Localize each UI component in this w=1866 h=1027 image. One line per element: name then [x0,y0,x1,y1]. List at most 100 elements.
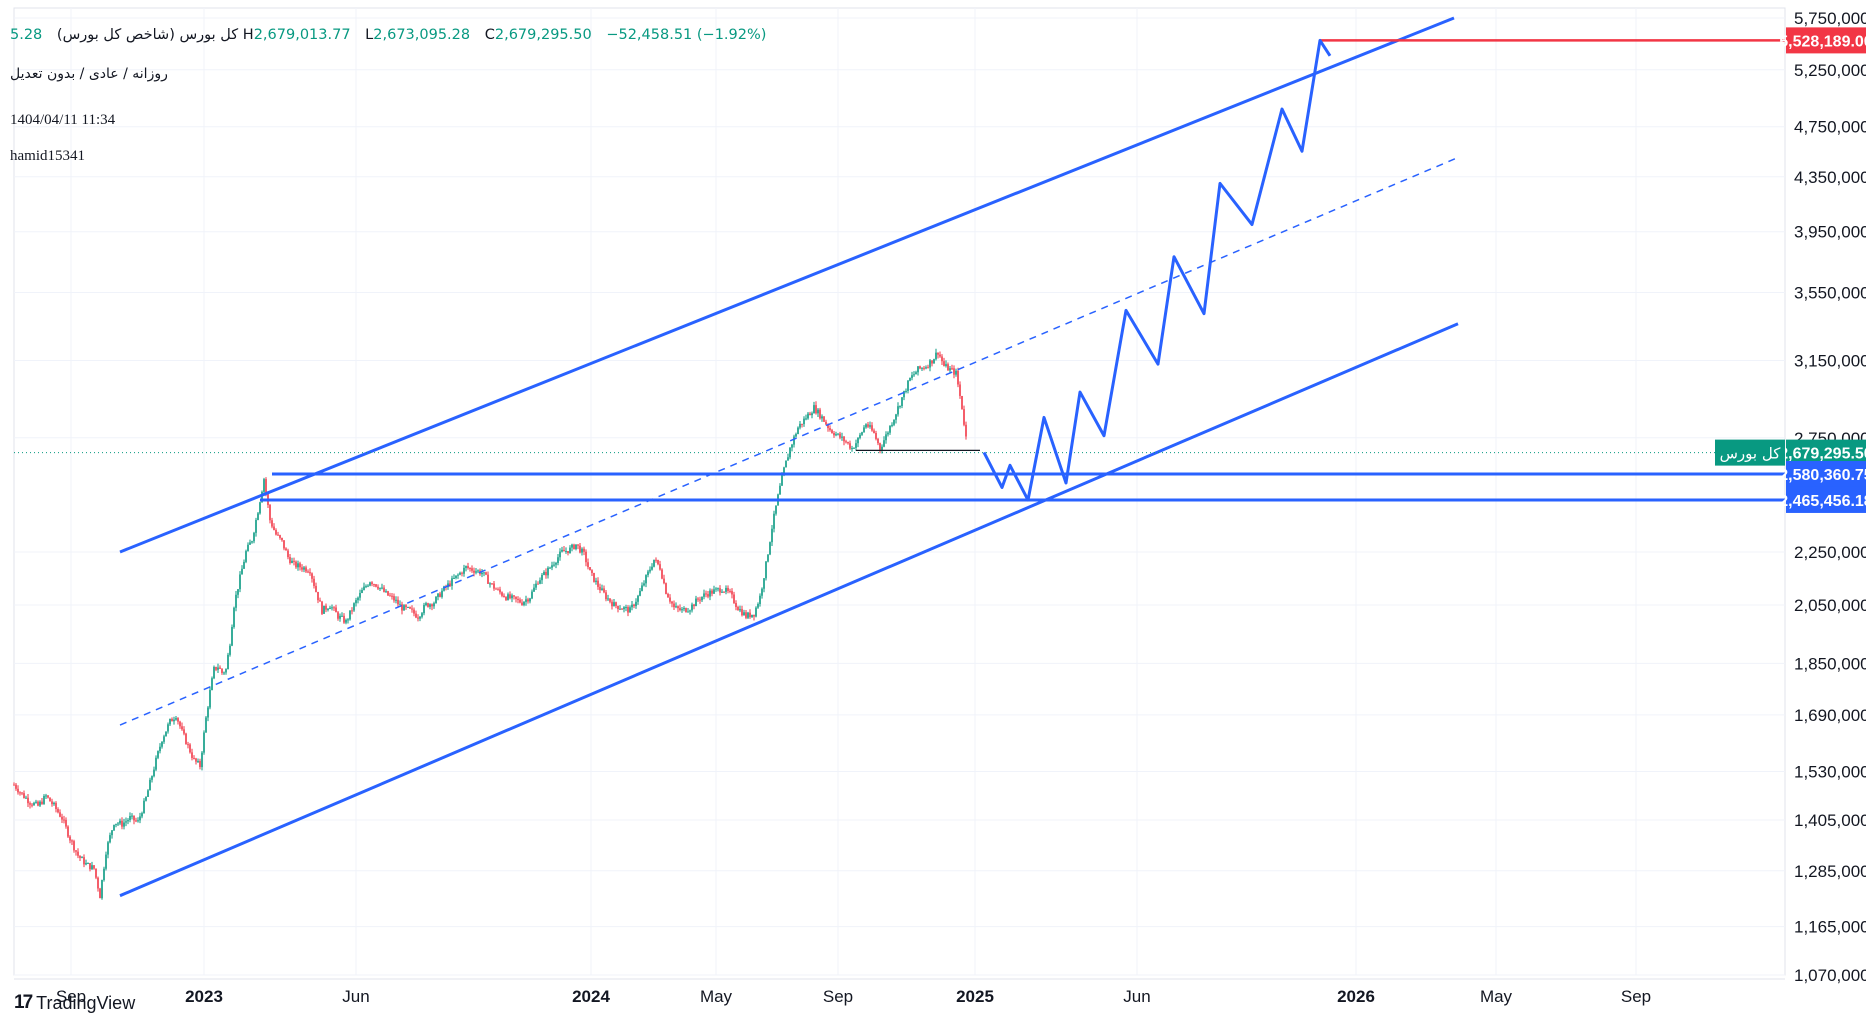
candle-body [355,600,357,604]
high-key: H [242,27,254,43]
candle-body [279,535,281,538]
candle-body [751,614,753,618]
candle-body [759,595,761,604]
candle-body [57,809,59,813]
candle-body [863,427,865,433]
candle-body [327,608,329,610]
candle-body [189,744,191,753]
candle-body [269,505,271,521]
chart-drawings[interactable] [14,16,1785,898]
candle-body [755,607,757,617]
candle-body [565,551,567,553]
candle-body [731,591,733,595]
candle-body [887,432,889,435]
candle-body [561,549,563,552]
time-tick-label: Jun [1123,987,1150,1006]
candle-body [639,590,641,596]
candle-body [99,888,101,899]
candle-body [35,801,37,803]
candle-body [937,352,939,355]
candle-body [779,485,781,495]
candle-body [541,574,543,581]
candle-body [95,868,97,878]
high-value: 2,679,013.77 [253,27,351,43]
candle-body [947,364,949,371]
candle-body [899,405,901,407]
candle-body [149,779,151,791]
candle-body [435,596,437,604]
candle-body [211,678,213,691]
channel-mid-dashed-line [119,156,1459,726]
candle-body [757,603,759,608]
candle-body [243,561,245,569]
candle-body [121,820,123,827]
close-value: 2,679,295.50 [494,27,592,43]
candle-body [797,427,799,435]
candle-body [127,820,129,822]
author-label: hamid15341 [10,148,85,164]
candle-body [823,416,825,422]
candle-body [63,819,65,821]
candle-body [547,567,549,576]
candle-body [519,599,521,603]
candle-body [343,615,345,623]
candle-body [409,606,411,609]
candle-body [657,559,659,565]
candle-body [457,574,459,576]
candle-body [87,863,89,865]
candle-body [261,491,263,503]
candle-body [595,580,597,582]
candle-body [557,557,559,563]
candle-body [721,591,723,593]
candle-body [55,802,57,810]
symbol-name[interactable]: کل بورس (شاخص کل بورس) [56,27,239,43]
candle-body [715,588,717,590]
candle-body [909,377,911,381]
candle-body [111,830,113,836]
candle-body [927,367,929,369]
candle-body [583,548,585,552]
candle-body [853,447,855,449]
tradingview-brand[interactable]: 17 TradingView [14,992,135,1014]
candle-body [473,570,475,573]
candle-body [173,719,175,722]
price-tick-label: 4,750,000.00 [1794,118,1866,137]
candle-body [905,390,907,392]
candle-body [529,598,531,602]
candle-body [713,589,715,594]
candle-body [227,654,229,670]
candle-body [929,360,931,368]
candle-body [439,593,441,597]
candle-body [889,425,891,433]
candle-body [803,418,805,425]
candle-body [315,585,317,592]
candle-body [513,595,515,597]
candle-body [677,606,679,609]
candle-body [865,424,867,428]
candle-body [579,545,581,553]
candle-body [277,534,279,536]
candle-body [451,578,453,586]
candle-body [745,612,747,618]
candle-body [587,562,589,568]
candle-body [375,584,377,587]
candle-body [739,609,741,611]
candle-body [497,589,499,591]
candle-body [667,593,669,598]
candle-body [485,572,487,575]
candle-body [131,815,133,817]
candle-body [213,666,215,679]
candle-body [39,801,41,806]
candle-body [881,446,883,450]
candle-body [705,593,707,595]
candle-body [591,570,593,573]
candle-body [351,610,353,612]
candle-body [259,502,261,514]
candle-body [741,609,743,616]
level-tag-upper: 2,580,360.75 [1779,467,1866,484]
candle-body [311,573,313,579]
candle-body [53,802,55,805]
candle-body [293,560,295,562]
candle-body [103,868,105,881]
